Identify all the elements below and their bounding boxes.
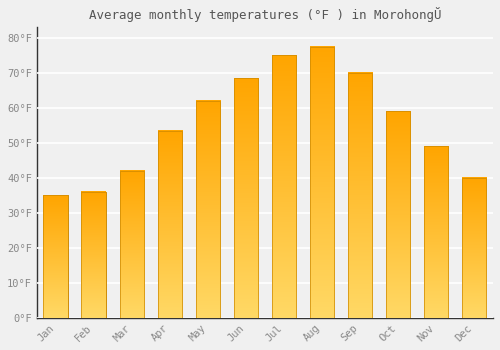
Bar	[120, 171, 144, 318]
Bar	[386, 111, 410, 318]
Bar	[82, 192, 106, 318]
Bar	[424, 146, 448, 318]
Bar	[272, 55, 296, 318]
Bar	[310, 47, 334, 318]
Bar	[196, 101, 220, 318]
Bar	[462, 178, 486, 318]
Bar	[44, 195, 68, 318]
Bar	[158, 131, 182, 318]
Bar	[82, 192, 106, 318]
Bar	[348, 73, 372, 318]
Bar	[234, 78, 258, 318]
Bar	[196, 101, 220, 318]
Bar	[386, 111, 410, 318]
Bar	[462, 178, 486, 318]
Bar	[234, 78, 258, 318]
Bar	[424, 146, 448, 318]
Bar	[44, 195, 68, 318]
Bar	[310, 47, 334, 318]
Bar	[272, 55, 296, 318]
Bar	[348, 73, 372, 318]
Bar	[120, 171, 144, 318]
Title: Average monthly temperatures (°F ) in MorohongŬ: Average monthly temperatures (°F ) in Mo…	[88, 7, 441, 22]
Bar	[158, 131, 182, 318]
